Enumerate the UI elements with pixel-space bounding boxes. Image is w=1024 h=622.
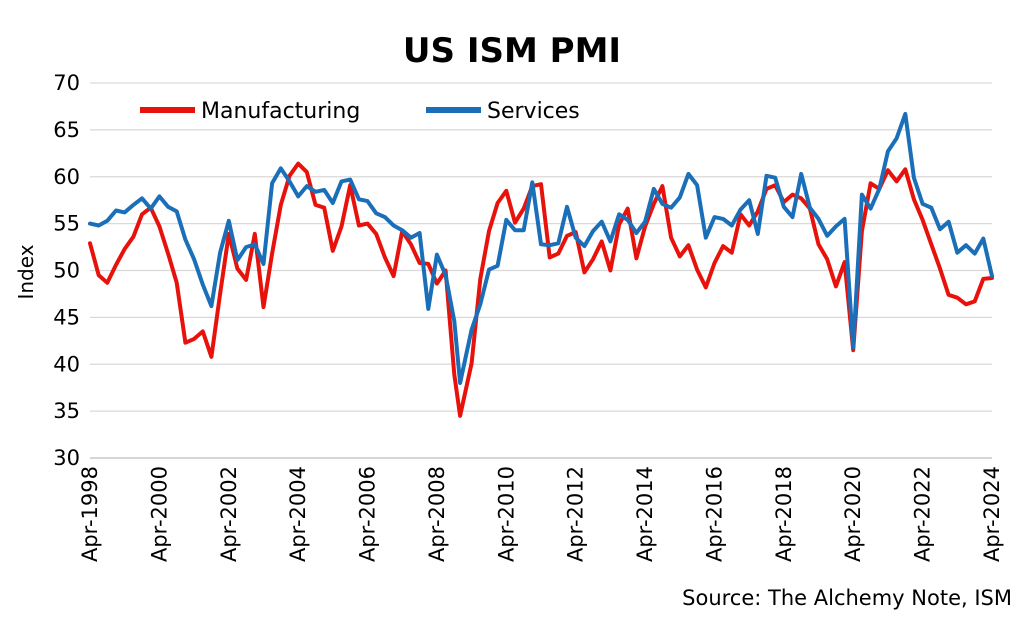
series-line-services [88, 111, 994, 385]
x-tick-apr-2014: Apr-2014 [633, 466, 657, 562]
x-tick-apr-2010: Apr-2010 [494, 466, 518, 562]
legend: Manufacturing Services [140, 99, 580, 124]
x-tick-labels: Apr-1998 Apr-2000 Apr-2002 Apr-2004 Apr-2006… [78, 466, 1004, 562]
x-tick-apr-2006: Apr-2006 [356, 466, 380, 562]
y-tick-60: 60 [53, 165, 80, 189]
x-tick-apr-2022: Apr-2022 [911, 466, 935, 562]
chart-title: US ISM PMI [403, 31, 621, 71]
x-tick-apr-1998: Apr-1998 [78, 466, 102, 562]
y-tick-70: 70 [53, 71, 80, 95]
x-tick-apr-2024: Apr-2024 [980, 466, 1004, 562]
y-tick-35: 35 [53, 399, 80, 423]
y-tick-50: 50 [53, 259, 80, 283]
y-tick-30: 30 [53, 446, 80, 470]
series-line-manufacturing [88, 161, 994, 418]
x-tick-apr-2020: Apr-2020 [841, 466, 865, 562]
x-tick-apr-2012: Apr-2012 [564, 466, 588, 562]
y-tick-40: 40 [53, 352, 80, 376]
x-tick-apr-2004: Apr-2004 [286, 466, 310, 562]
x-tick-apr-2002: Apr-2002 [217, 466, 241, 562]
legend-label-manufacturing: Manufacturing [201, 99, 360, 124]
series-lines [88, 111, 994, 418]
y-axis-label: Index [14, 244, 38, 299]
y-tick-45: 45 [53, 305, 80, 329]
x-tick-apr-2000: Apr-2000 [147, 466, 171, 562]
source-note: Source: The Alchemy Note, ISM [682, 586, 1012, 610]
legend-label-services: Services [487, 99, 580, 124]
x-tick-apr-2016: Apr-2016 [702, 466, 726, 562]
y-tick-labels: 30 35 40 45 50 55 60 65 70 [53, 71, 80, 470]
y-tick-65: 65 [53, 118, 80, 142]
x-tick-apr-2018: Apr-2018 [772, 466, 796, 562]
y-tick-55: 55 [53, 212, 80, 236]
x-tick-apr-2008: Apr-2008 [425, 466, 449, 562]
